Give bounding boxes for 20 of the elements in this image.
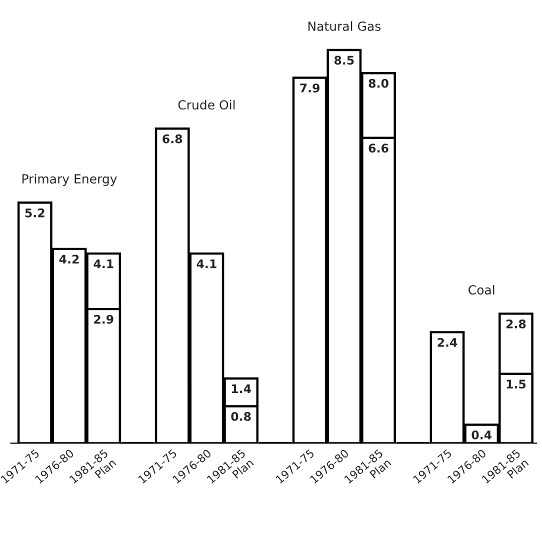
data-label: 4.1 — [196, 259, 216, 268]
data-label: 0.4 — [472, 430, 492, 440]
data-label: 6.8 — [162, 134, 182, 144]
annotation: Crude Oil — [178, 100, 235, 110]
data-label: 1.5 — [506, 380, 526, 389]
data-label: 6.6 — [368, 144, 388, 153]
data-label: 4.1 — [94, 259, 114, 268]
data-label: 0.8 — [231, 412, 251, 421]
annotation: Coal — [468, 284, 494, 295]
annotation: Primary Energy — [22, 174, 117, 186]
text: Natural Gas — [308, 21, 381, 31]
data-label: 1.4 — [232, 384, 251, 393]
data-label: 4.2 — [59, 254, 79, 264]
data-label: 2.9 — [94, 314, 114, 324]
data-label: 2.4 — [438, 338, 458, 347]
data-label: 8.0 — [368, 78, 388, 88]
data-label: 7.9 — [300, 84, 320, 92]
data-label: 8.5 — [334, 56, 354, 65]
data-label: 2.8 — [506, 319, 526, 328]
data-label: 5.2 — [25, 208, 44, 218]
